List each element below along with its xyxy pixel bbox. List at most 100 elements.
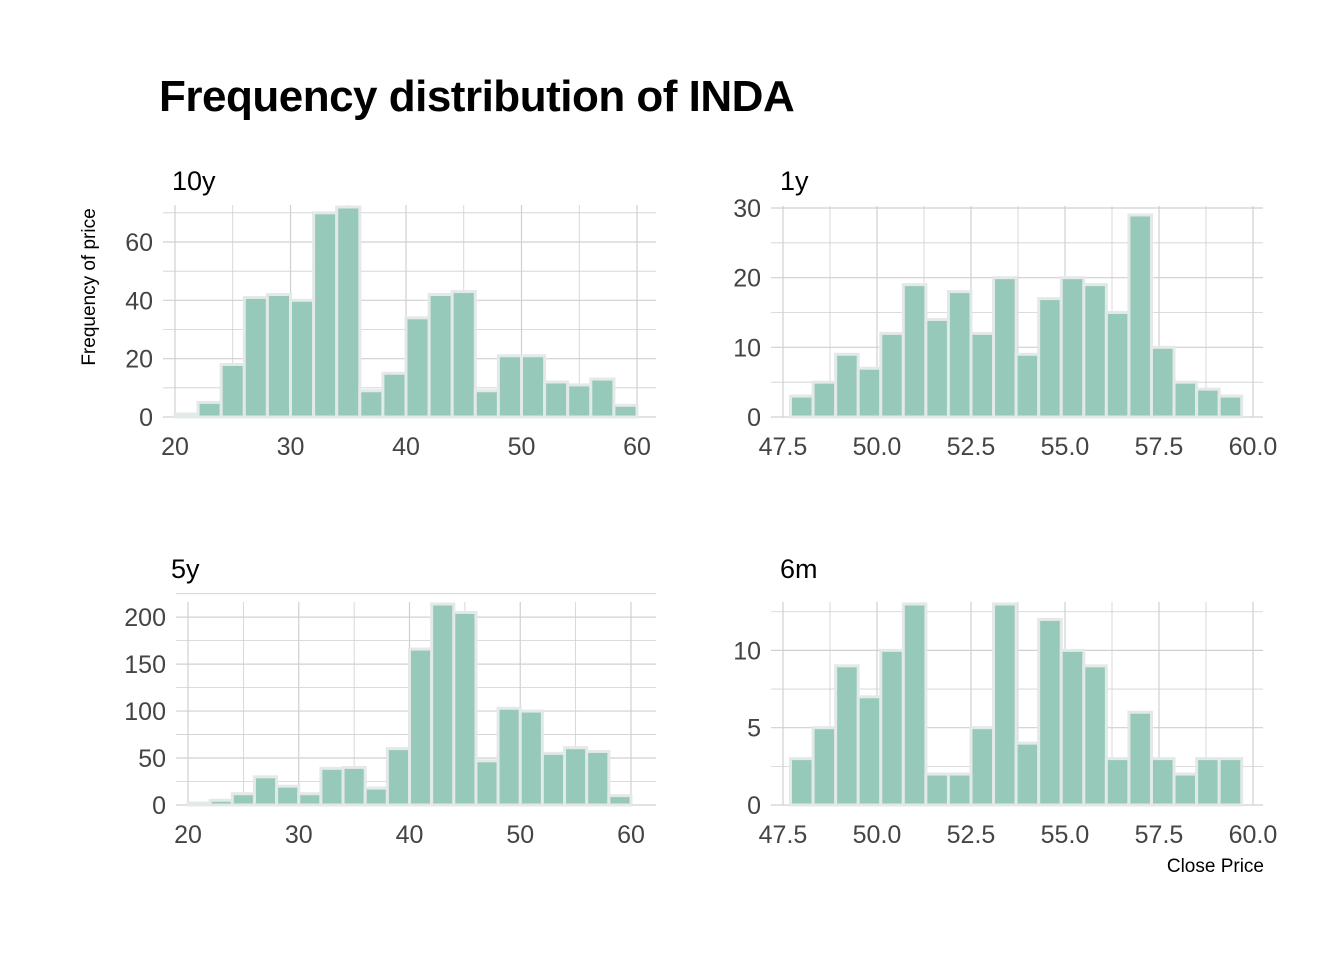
- histogram-bar: [540, 751, 567, 807]
- x-tick-label: 20: [161, 433, 189, 461]
- histogram-bar: [275, 784, 301, 807]
- histogram-bar: [1195, 757, 1221, 807]
- y-tick-label: 60: [125, 229, 153, 257]
- x-tick-label: 55.0: [1041, 433, 1090, 461]
- histogram-bar: [1172, 380, 1199, 419]
- histogram-bar: [496, 354, 523, 419]
- histogram-bar: [1217, 394, 1244, 419]
- y-tick-label: 150: [124, 651, 166, 679]
- histogram-bar: [969, 726, 996, 807]
- histogram-bar: [856, 695, 883, 807]
- x-tick-label: 60.0: [1229, 433, 1278, 461]
- x-tick-label: 55.0: [1041, 821, 1090, 849]
- histogram-bar: [242, 295, 269, 419]
- panel-1y: 0 10 20 30 47.5 50.0 52.5 55.0 57.5 60.0 1y: [733, 166, 1277, 461]
- histogram-bar: [589, 377, 616, 419]
- panel-title: 1y: [780, 166, 809, 196]
- histogram-bar: [252, 775, 279, 807]
- histogram-bar: [1149, 757, 1176, 807]
- histogram-bar: [1172, 772, 1199, 807]
- histogram-bar: [341, 765, 367, 807]
- y-tick-label: 20: [125, 346, 153, 374]
- y-tick-label: 0: [747, 792, 761, 820]
- histogram-bar: [879, 648, 905, 807]
- histogram-bar: [381, 371, 408, 419]
- y-tick-label: 5: [747, 715, 761, 743]
- histogram-bar: [612, 403, 639, 419]
- x-tick-label: 52.5: [947, 821, 996, 849]
- x-tick-label: 57.5: [1135, 433, 1184, 461]
- x-tick-label: 20: [174, 821, 202, 849]
- histogram-bar: [834, 352, 860, 419]
- x-tick-label: 50: [506, 821, 534, 849]
- histogram-bar: [1149, 345, 1176, 419]
- histogram-bar: [450, 290, 477, 419]
- histogram-bar: [289, 298, 316, 419]
- y-tick-label: 0: [139, 404, 153, 432]
- histogram-bar: [230, 792, 256, 807]
- panel-10y: 0 20 40 60 20 30 40 50 60 10y: [125, 166, 656, 461]
- histogram-bar: [196, 400, 223, 419]
- histogram-bar: [969, 331, 996, 419]
- histogram-bar: [1104, 311, 1131, 419]
- histogram-bar: [992, 602, 1018, 807]
- histogram-bar: [518, 709, 544, 807]
- chart-title: Frequency distribution of INDA: [159, 72, 795, 121]
- x-tick-label: 60.0: [1229, 821, 1278, 849]
- x-axis-label: Close Price: [1166, 856, 1264, 877]
- y-tick-label: 200: [124, 604, 166, 632]
- panel-title: 10y: [172, 166, 216, 196]
- histogram-bar: [1217, 757, 1244, 807]
- histogram-bar: [297, 792, 323, 807]
- histogram-bar: [811, 726, 838, 807]
- panel-title: 5y: [171, 554, 200, 584]
- histogram-bar: [607, 794, 633, 807]
- histogram-bar: [1082, 283, 1108, 419]
- x-tick-label: 60: [617, 821, 645, 849]
- histogram-bar: [335, 205, 362, 419]
- x-tick-label: 47.5: [759, 433, 808, 461]
- histogram-bar: [427, 293, 454, 419]
- histogram-bar: [363, 786, 389, 807]
- histogram-bar: [452, 610, 478, 807]
- histogram-bar: [1104, 757, 1131, 807]
- histogram-bar: [585, 749, 611, 807]
- y-tick-label: 0: [747, 404, 761, 432]
- histogram-bar: [811, 380, 838, 419]
- histogram-bar: [1014, 352, 1041, 419]
- x-tick-label: 40: [396, 821, 424, 849]
- histogram-bar: [566, 383, 593, 419]
- y-tick-label: 10: [733, 637, 761, 665]
- histogram-bar: [474, 759, 500, 807]
- histogram-bar: [924, 317, 950, 419]
- y-tick-label: 100: [124, 698, 166, 726]
- histogram-bar: [473, 389, 500, 419]
- histogram-bar: [186, 801, 212, 807]
- y-tick-label: 0: [152, 792, 166, 820]
- y-tick-label: 30: [733, 195, 761, 223]
- histogram-bar: [1014, 741, 1041, 807]
- panel-5y: 0 50 100 150 200 20 30 40 50 60 5y: [124, 554, 656, 849]
- histogram-bar: [1195, 387, 1221, 419]
- histogram-bar: [358, 389, 385, 419]
- histogram-bar: [563, 746, 589, 807]
- histogram-bar: [946, 772, 973, 807]
- histogram-bar: [1082, 664, 1108, 807]
- histogram-bar: [520, 354, 547, 419]
- y-tick-label: 20: [733, 265, 761, 293]
- histogram-bar: [946, 290, 973, 419]
- histogram-bar: [834, 664, 860, 807]
- x-tick-label: 57.5: [1135, 821, 1184, 849]
- x-tick-label: 50.0: [853, 433, 902, 461]
- x-tick-label: 50.0: [853, 821, 902, 849]
- x-tick-label: 40: [392, 433, 420, 461]
- histogram-bar: [265, 293, 292, 419]
- histogram-bar: [208, 798, 234, 807]
- histogram-bar: [385, 747, 412, 807]
- x-tick-label: 30: [277, 433, 305, 461]
- histogram-bar: [404, 316, 431, 419]
- x-tick-label: 47.5: [759, 821, 808, 849]
- histogram-bar: [1059, 276, 1086, 419]
- histogram-bar: [789, 757, 815, 807]
